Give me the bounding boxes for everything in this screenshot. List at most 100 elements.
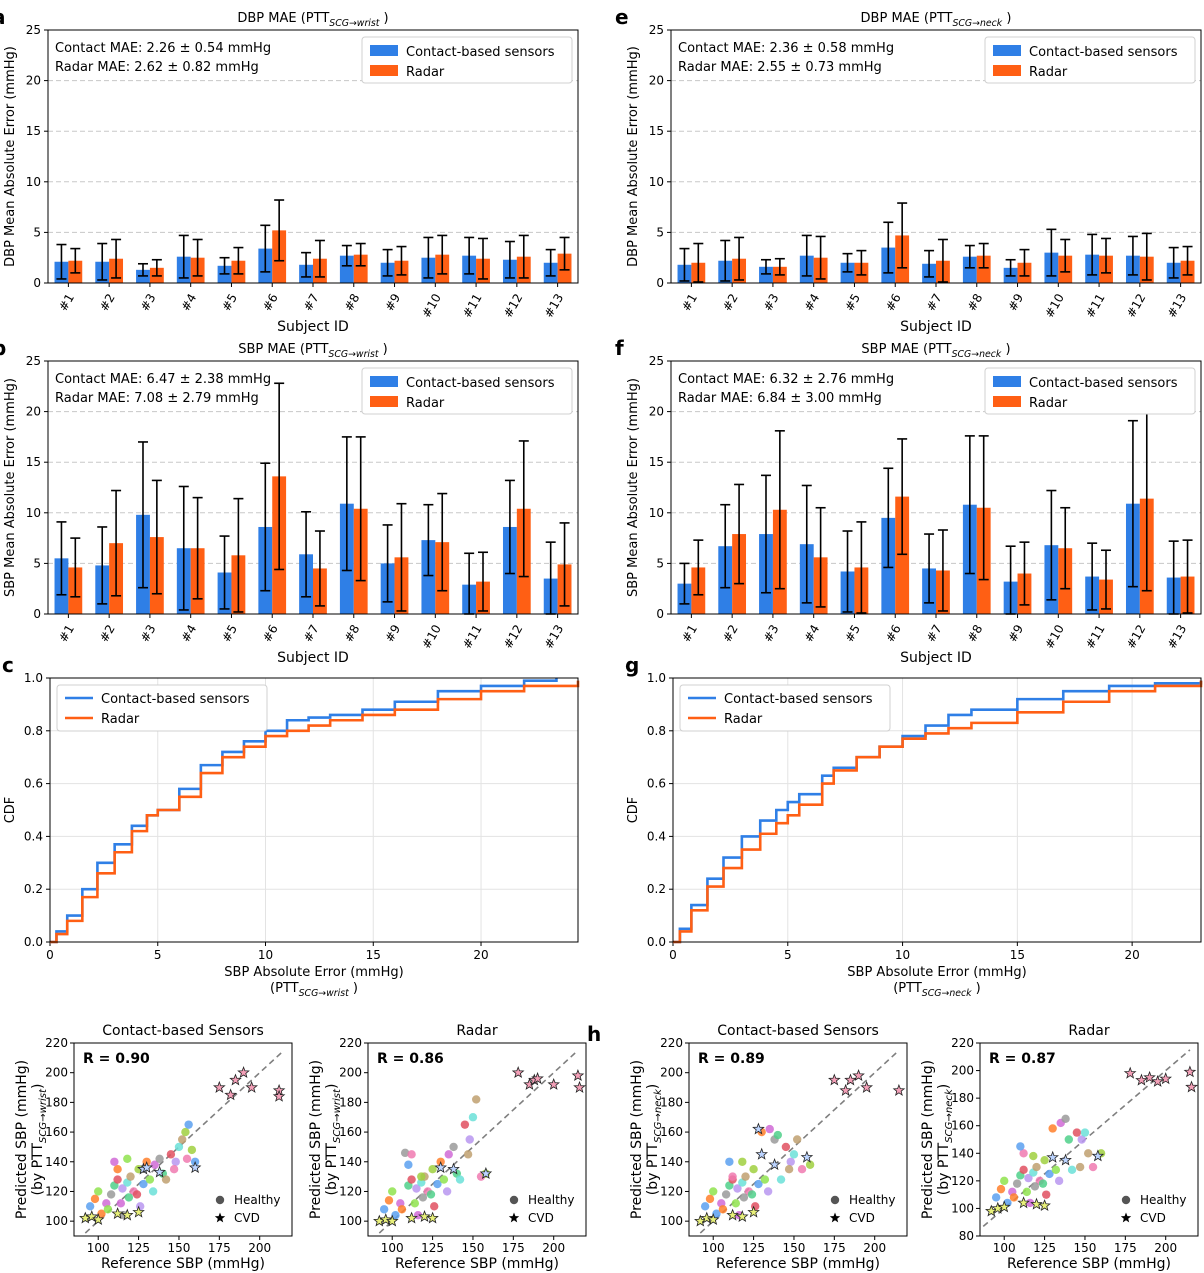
bar-contact — [840, 262, 855, 283]
healthy-point — [718, 1205, 728, 1214]
y-tick-label: 20 — [26, 405, 41, 419]
y-tick-label: 10 — [649, 506, 664, 520]
healthy-point — [1012, 1179, 1022, 1188]
x-tick-label: #10 — [1042, 291, 1067, 320]
cvd-point — [111, 1207, 124, 1220]
cvd-point — [426, 1211, 439, 1224]
cvd-point — [434, 1161, 447, 1174]
legend-swatch-radar — [993, 65, 1021, 76]
r-value: R = 0.90 — [83, 1051, 150, 1067]
x-tick-label: #11 — [1083, 291, 1108, 320]
y-tick-label: 180 — [339, 1095, 362, 1109]
stat-radar: Radar MAE: 2.62 ± 0.82 mmHg — [55, 60, 259, 75]
x-tick-label: #13 — [1164, 622, 1189, 651]
x-axis-label: Subject ID — [277, 650, 349, 666]
healthy-point — [747, 1190, 757, 1199]
healthy-point — [471, 1095, 481, 1104]
y-tick-label: 180 — [951, 1091, 974, 1105]
y-tick-label: 1.0 — [24, 671, 43, 685]
legend-cvd: CVD — [849, 1211, 875, 1225]
x-tick-label: #7 — [301, 291, 322, 313]
healthy-point — [123, 1154, 132, 1164]
legend-swatch-contact — [370, 45, 398, 56]
scatter-chart-h1: 100 120 140 160 180 200 220 100 125 150 175 200 Cont… — [587, 1022, 908, 1272]
x-tick-label: #4 — [178, 291, 199, 313]
x-tick-label: #10 — [419, 622, 444, 651]
healthy-point — [749, 1164, 758, 1174]
healthy-point — [792, 1135, 802, 1144]
healthy-point — [106, 1190, 116, 1199]
healthy-point — [1022, 1187, 1032, 1197]
cvd-point — [405, 1211, 418, 1224]
x-tick-label: #2 — [720, 622, 741, 644]
x-tick-label: #11 — [1083, 622, 1108, 651]
y-tick-label: 5 — [33, 225, 41, 239]
x-tick-label: #12 — [1124, 291, 1149, 320]
healthy-point — [1038, 1179, 1048, 1188]
plot-frame — [688, 1042, 908, 1237]
healthy-point — [428, 1164, 437, 1174]
cvd-point — [700, 1211, 714, 1224]
healthy-point — [1048, 1124, 1057, 1133]
healthy-point — [388, 1187, 397, 1196]
healthy-point — [1051, 1165, 1061, 1175]
healthy-point — [1083, 1149, 1093, 1158]
r-value: R = 0.86 — [377, 1051, 444, 1067]
cvd-point — [224, 1088, 237, 1101]
bar-radar — [353, 254, 368, 283]
healthy-point — [1061, 1114, 1070, 1124]
healthy-point — [90, 1194, 100, 1204]
bar-radar — [895, 496, 910, 614]
healthy-point — [712, 1209, 721, 1218]
y-tick-label: 220 — [660, 1036, 683, 1050]
y-tick-label: 180 — [660, 1095, 683, 1109]
healthy-point — [1019, 1149, 1028, 1158]
cvd-point — [706, 1213, 720, 1226]
cvd-point — [747, 1205, 760, 1218]
x-tick-label: 100 — [993, 1241, 1016, 1255]
scatter-chart-d1: 100 120 140 160 180 200 220 100 125 150 175 200 Cont… — [14, 1023, 293, 1272]
x-tick-label: #9 — [1005, 291, 1026, 313]
x-tick-label: 150 — [462, 1241, 485, 1255]
legend-swatch-radar — [370, 396, 398, 407]
healthy-point — [1030, 1182, 1040, 1191]
healthy-point — [384, 1196, 394, 1205]
legend-contact: Contact-based sensors — [406, 45, 555, 60]
healthy-point — [1016, 1142, 1025, 1151]
legend-contact: Contact-based sensors — [1029, 45, 1178, 60]
panel-label: f — [615, 336, 624, 360]
y-tick-label: 200 — [660, 1066, 683, 1080]
cvd-point — [132, 1205, 145, 1218]
healthy-point — [739, 1193, 749, 1202]
plot-frame — [47, 360, 579, 615]
stat-radar: Radar MAE: 7.08 ± 2.79 mmHg — [55, 391, 259, 406]
healthy-point — [763, 1187, 773, 1196]
x-tick-label: 200 — [248, 1241, 271, 1255]
y-axis-label: DBP Mean Absolute Error (mmHg) — [3, 46, 18, 267]
chart-title: Contact-based Sensors — [102, 1023, 264, 1039]
y-tick-label: 100 — [660, 1214, 683, 1228]
healthy-point — [404, 1160, 413, 1169]
cvd-point — [1159, 1072, 1172, 1085]
stat-contact: Contact MAE: 2.36 ± 0.58 mmHg — [678, 41, 894, 56]
y-tick-label: 220 — [45, 1036, 68, 1050]
healthy-point — [118, 1184, 127, 1193]
healthy-point — [410, 1199, 420, 1208]
healthy-point — [728, 1172, 737, 1181]
legend-contact: Contact-based sensors — [101, 692, 250, 707]
healthy-point — [1045, 1169, 1054, 1179]
healthy-point — [805, 1160, 815, 1169]
y-tick-label: 0 — [656, 276, 664, 290]
healthy-point — [1029, 1151, 1038, 1161]
healthy-point — [1040, 1155, 1049, 1165]
healthy-point — [449, 1142, 458, 1152]
cvd-point — [768, 1158, 781, 1171]
stat-contact: Contact MAE: 2.26 ± 0.54 mmHg — [55, 41, 271, 56]
y-tick-label: 140 — [660, 1155, 683, 1169]
healthy-point — [781, 1142, 791, 1152]
healthy-point — [709, 1187, 718, 1196]
cvd-point — [736, 1210, 749, 1223]
healthy-point — [442, 1187, 452, 1196]
y-axis-label: Predicted SBP (mmHg) — [629, 1060, 645, 1219]
healthy-point — [148, 1187, 158, 1196]
